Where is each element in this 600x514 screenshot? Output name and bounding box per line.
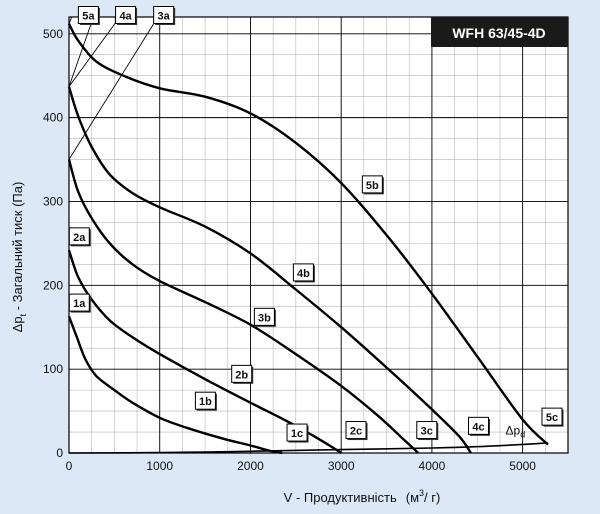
curve-3 bbox=[67, 159, 420, 454]
x-tick-label: 0 bbox=[66, 459, 73, 473]
y-axis-symbol-sub: t bbox=[18, 313, 28, 316]
x-tick-label: 4000 bbox=[419, 459, 446, 473]
curve-label-2c: 2c bbox=[345, 421, 368, 441]
curve-label-text: 5a bbox=[82, 11, 95, 23]
curve-label-box bbox=[231, 364, 253, 383]
x-axis-unit: (м bbox=[406, 490, 419, 505]
curve-label-text: 2b bbox=[235, 369, 248, 381]
y-tick-label: 100 bbox=[43, 362, 63, 376]
curve-label-box bbox=[77, 6, 99, 24]
curve-label-box bbox=[416, 421, 438, 440]
curve-label-4b: 4b bbox=[292, 263, 315, 283]
y-tick-label: 200 bbox=[43, 278, 63, 292]
rays bbox=[68, 16, 159, 160]
curve-label-box bbox=[253, 307, 275, 326]
curve-label-1a: 1a bbox=[68, 293, 91, 313]
curve-labels: 1a 1b 1c 2a 2b 2c 3a 3b 3c 4a 4b 4c 5a 5b 5c Δpd bbox=[68, 6, 564, 443]
curve-label-3b: 3b bbox=[253, 307, 276, 327]
dynamic-pressure-label: Δpd bbox=[506, 424, 526, 440]
curve-label-2a: 2a bbox=[68, 227, 91, 247]
curve-label-text: 5c bbox=[546, 412, 558, 424]
x-tick-label: 2000 bbox=[237, 459, 264, 473]
curve-label-text: 1b bbox=[199, 396, 212, 408]
curve-5 bbox=[67, 23, 549, 446]
curve-label-text: 4c bbox=[472, 421, 484, 433]
curve-label-3a: 3a bbox=[153, 6, 176, 25]
curve-label-box bbox=[467, 416, 489, 435]
dynamic-pressure-symbol: Δp bbox=[506, 424, 521, 438]
y-tick-label: 300 bbox=[43, 194, 63, 208]
tick-labels: 0 1000 2000 3000 4000 5000 0 100 200 300 400 500 bbox=[43, 27, 536, 473]
curve-label-text: 2c bbox=[350, 426, 362, 438]
curve-label-5b: 5b bbox=[361, 175, 384, 195]
label-ray bbox=[68, 16, 159, 160]
x-tick-label: 5000 bbox=[509, 459, 536, 473]
curve-label-4c: 4c bbox=[467, 416, 490, 436]
label-ray bbox=[68, 16, 73, 24]
curve-label-box bbox=[68, 227, 90, 246]
curve-label-box bbox=[541, 407, 563, 426]
x-axis-title: V - Продуктивність (м3/ г) bbox=[284, 488, 441, 505]
curve-label-4a: 4a bbox=[115, 6, 138, 25]
x-axis-unit-tail: / г) bbox=[424, 490, 440, 505]
dynamic-pressure-sub: d bbox=[520, 430, 525, 440]
curve-label-5a: 5a bbox=[77, 6, 100, 25]
curve-label-text: 3a bbox=[158, 11, 171, 23]
y-tick-label: 500 bbox=[43, 27, 63, 41]
y-axis-label: - Загальний тиск (Па) bbox=[10, 182, 25, 314]
curve-label-text: 4a bbox=[119, 11, 132, 23]
curve-4 bbox=[67, 86, 472, 454]
model-badge: WFH 63/45-4D bbox=[431, 17, 568, 47]
chart-title: WFH 63/45-4D bbox=[452, 25, 545, 41]
model-badge-bg bbox=[431, 17, 568, 47]
curve-label-box bbox=[286, 423, 308, 442]
curve-label-text: 4b bbox=[297, 268, 310, 280]
curve-label-text: 3c bbox=[421, 426, 433, 438]
y-tick-label: 0 bbox=[56, 446, 63, 460]
curve-1 bbox=[67, 315, 283, 455]
curve-label-text: 3b bbox=[258, 312, 271, 324]
curve-label-box bbox=[194, 391, 216, 410]
curve-label-box bbox=[345, 421, 367, 440]
y-tick-label: 400 bbox=[43, 111, 63, 125]
curve-label-2b: 2b bbox=[231, 364, 254, 384]
curve-label-box bbox=[115, 6, 137, 24]
curve-label-box bbox=[68, 293, 90, 312]
curve-label-1b: 1b bbox=[194, 391, 217, 411]
curve-label-text: 2a bbox=[73, 232, 86, 244]
curve-label-text: 5b bbox=[366, 180, 379, 192]
x-axis-label: V - Продуктивність bbox=[284, 490, 397, 505]
x-tick-label: 3000 bbox=[328, 459, 355, 473]
curve-label-5c: 5c bbox=[541, 407, 564, 427]
label-ray bbox=[68, 16, 94, 87]
curve-label-box bbox=[153, 6, 175, 24]
curve-label-text: 1a bbox=[73, 298, 86, 310]
y-axis-symbol: Δp bbox=[10, 316, 25, 332]
curve-6 bbox=[68, 442, 549, 454]
curves bbox=[67, 23, 549, 455]
curve-label-1c: 1c bbox=[286, 423, 309, 443]
y-axis-title: Δpt - Загальний тиск (Па) bbox=[10, 182, 28, 333]
x-axis-unit-sup: 3 bbox=[419, 488, 424, 498]
curve-label-box bbox=[361, 175, 383, 194]
curve-label-box bbox=[292, 263, 314, 282]
label-ray bbox=[68, 16, 121, 87]
x-tick-label: 1000 bbox=[146, 459, 173, 473]
curve-label-3c: 3c bbox=[416, 421, 439, 441]
curve-label-text: 1c bbox=[291, 428, 303, 440]
